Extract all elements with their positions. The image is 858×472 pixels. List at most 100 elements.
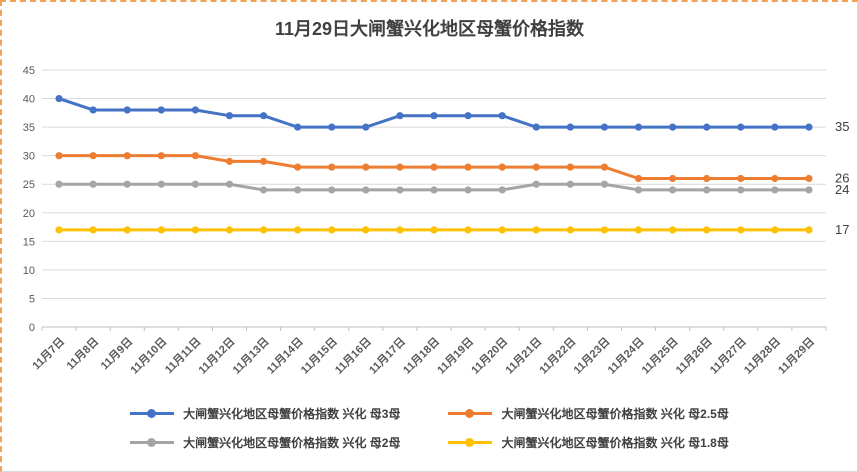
data-point — [157, 180, 165, 188]
x-axis-label: 11月14日 — [264, 335, 306, 377]
data-point — [259, 112, 268, 120]
x-axis-label: 11月17日 — [366, 335, 408, 377]
data-point — [669, 186, 677, 194]
data-point — [89, 180, 97, 188]
data-point — [225, 226, 234, 234]
data-point — [669, 226, 677, 234]
data-point — [55, 226, 63, 234]
x-axis-label: 11月28日 — [741, 335, 783, 377]
x-axis-label: 11月26日 — [673, 335, 715, 377]
data-point — [566, 163, 574, 171]
data-point — [430, 186, 438, 194]
data-point — [396, 163, 404, 171]
data-point — [600, 123, 609, 131]
legend-label: 大闸蟹兴化地区母蟹价格指数 兴化 母2.5母 — [501, 407, 729, 421]
chart-legend: 大闸蟹兴化地区母蟹价格指数 兴化 母3母 大闸蟹兴化地区母蟹价格指数 兴化 母2.… — [2, 405, 857, 451]
x-axis-label: 11月18日 — [400, 335, 442, 377]
data-point — [771, 186, 779, 194]
data-point — [498, 163, 506, 171]
data-point — [634, 186, 643, 194]
data-point — [328, 163, 336, 171]
x-axis-label: 11月13日 — [230, 335, 272, 377]
legend-label: 大闸蟹兴化地区母蟹价格指数 兴化 母3母 — [183, 407, 401, 421]
series-end-label: 26 — [835, 171, 849, 186]
data-point — [600, 226, 609, 234]
y-axis-label: 5 — [29, 293, 35, 305]
data-point — [566, 180, 574, 188]
legend-line-marker-icon — [448, 438, 493, 447]
data-point — [157, 152, 165, 160]
data-point — [294, 226, 302, 234]
data-point — [259, 226, 268, 234]
data-point — [805, 226, 813, 234]
data-point — [328, 226, 336, 234]
data-point — [157, 226, 165, 234]
x-axis-label: 11月15日 — [298, 335, 340, 377]
data-point — [123, 226, 131, 234]
y-axis-label: 20 — [23, 208, 35, 220]
data-point — [532, 163, 540, 171]
data-point — [191, 226, 199, 234]
legend-item-3[interactable]: 大闸蟹兴化地区母蟹价格指数 兴化 母2母 — [130, 434, 400, 451]
data-point — [703, 174, 711, 183]
x-axis-label: 11月20日 — [469, 335, 511, 377]
y-axis-label: 25 — [23, 179, 35, 191]
x-axis-label: 11月21日 — [503, 335, 545, 377]
data-point — [669, 174, 677, 183]
y-axis-label: 10 — [23, 265, 35, 277]
data-point — [805, 174, 813, 183]
data-point — [805, 123, 813, 131]
data-point — [669, 123, 677, 131]
data-point — [396, 112, 404, 120]
x-axis-label: 11月8日 — [64, 335, 101, 372]
y-axis-label: 35 — [23, 122, 35, 134]
data-point — [430, 112, 438, 120]
data-point — [634, 174, 643, 183]
chart-title: 11月29日大闸蟹兴化地区母蟹价格指数 — [274, 19, 585, 39]
data-point — [362, 186, 370, 194]
data-point — [771, 226, 779, 234]
x-axis-label: 11月23日 — [571, 335, 613, 377]
legend-item-4[interactable]: 大闸蟹兴化地区母蟹价格指数 兴化 母1.8母 — [448, 434, 729, 451]
series-end-label: 35 — [835, 119, 849, 134]
data-point — [498, 112, 506, 120]
data-point — [430, 163, 438, 171]
data-point — [532, 123, 540, 131]
data-point — [55, 94, 63, 103]
data-point — [191, 106, 199, 114]
data-point — [225, 112, 234, 120]
x-axis-label: 11月7日 — [30, 335, 67, 372]
data-point — [123, 180, 131, 188]
legend-item-2[interactable]: 大闸蟹兴化地区母蟹价格指数 兴化 母2.5母 — [448, 405, 729, 422]
data-point — [805, 186, 813, 194]
legend-line-marker-icon — [130, 438, 175, 447]
data-point — [294, 163, 302, 171]
x-axis-label: 11月25日 — [639, 335, 681, 377]
data-point — [703, 186, 711, 194]
data-point — [532, 180, 540, 188]
legend-line-marker-icon — [448, 409, 493, 418]
data-point — [362, 163, 370, 171]
data-point — [89, 152, 97, 160]
x-axis-label: 11月12日 — [196, 335, 238, 377]
data-point — [566, 123, 574, 131]
y-axis-label: 0 — [29, 322, 35, 334]
data-point — [89, 226, 97, 234]
data-point — [123, 152, 131, 160]
data-point — [294, 186, 302, 194]
data-point — [191, 152, 199, 160]
data-point — [737, 226, 745, 234]
data-point — [430, 226, 438, 234]
x-axis-label: 11月27日 — [707, 335, 749, 377]
legend-line-marker-icon — [130, 409, 175, 418]
legend-label: 大闸蟹兴化地区母蟹价格指数 兴化 母1.8母 — [501, 436, 729, 450]
data-point — [464, 163, 472, 171]
x-axis-label: 11月22日 — [537, 335, 579, 377]
series-end-label: 17 — [835, 222, 849, 237]
y-axis-label: 30 — [23, 151, 35, 163]
x-axis-label: 11月10日 — [128, 335, 170, 377]
data-point — [225, 180, 234, 188]
data-point — [259, 157, 268, 165]
legend-item-1[interactable]: 大闸蟹兴化地区母蟹价格指数 兴化 母3母 — [130, 405, 400, 422]
